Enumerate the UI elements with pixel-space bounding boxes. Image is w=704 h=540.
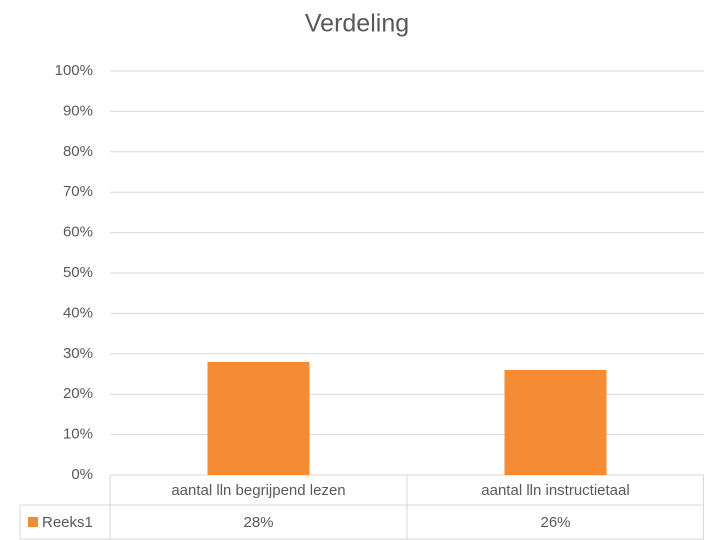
y-tick-label: 0% (71, 466, 93, 483)
bar (504, 369, 607, 475)
y-tick-label: 80% (63, 143, 93, 160)
y-tick-label: 70% (63, 183, 93, 200)
y-tick-label: 50% (63, 264, 93, 281)
x-tick-label: aantal lln begrijpend lezen (171, 482, 345, 499)
legend-label: Reeks1 (42, 514, 93, 531)
y-tick-label: 20% (63, 385, 93, 402)
y-tick-label: 60% (63, 224, 93, 241)
bar (207, 361, 310, 475)
legend-key (28, 517, 38, 527)
y-tick-label: 100% (55, 62, 93, 79)
data-table-value: 28% (243, 514, 273, 531)
y-tick-label: 10% (63, 426, 93, 443)
x-tick-label: aantal lln instructietaal (481, 482, 629, 499)
y-tick-label: 30% (63, 345, 93, 362)
y-tick-label: 90% (63, 102, 93, 119)
data-table-value: 26% (540, 514, 570, 531)
y-tick-label: 40% (63, 304, 93, 321)
chart-title: Verdeling (305, 10, 409, 38)
